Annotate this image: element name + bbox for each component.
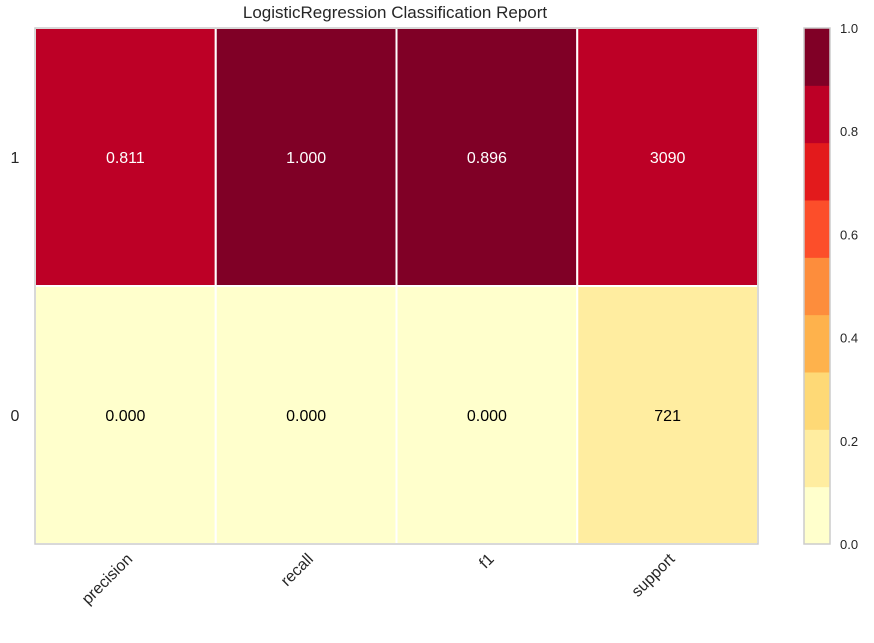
colorbar-segment-1 <box>804 429 830 488</box>
cell-value-1-f1: 0.896 <box>467 150 507 167</box>
colorbar-tick-label: 0.8 <box>840 124 858 139</box>
heatmap-cell-0-recall <box>214 285 398 545</box>
y-tick-label-1: 1 <box>11 150 20 167</box>
cell-value-1-precision: 0.811 <box>106 150 145 167</box>
colorbar-segment-4 <box>804 257 830 316</box>
colorbar-tick-label: 0.2 <box>840 434 858 449</box>
colorbar-segment-7 <box>804 85 830 144</box>
heatmap-cells: 0.811 1.000 0.896 3090 0.000 0.000 0.000 721 <box>34 27 759 545</box>
x-tick-label-recall: recall <box>278 551 317 590</box>
plot-frame <box>34 27 759 545</box>
colorbar-tick-label: 0.6 <box>840 227 858 242</box>
cell-value-0-recall: 0.000 <box>286 408 326 425</box>
colorbar-segment-6 <box>804 142 830 201</box>
cell-value-0-support: 721 <box>654 408 681 425</box>
cell-value-1-recall: 1.000 <box>286 150 326 167</box>
cell-value-1-support: 3090 <box>650 150 686 167</box>
colorbar-segment-3 <box>804 314 830 373</box>
colorbar-segment-8 <box>804 28 830 86</box>
colorbar-segment-2 <box>804 372 830 430</box>
cell-value-0-f1: 0.000 <box>467 408 507 425</box>
x-tick-label-support: support <box>629 550 679 600</box>
x-tick-labels: precision recall f1 support <box>79 550 679 608</box>
colorbar-tick-label: 0.4 <box>840 331 858 346</box>
colorbar-frame <box>803 27 831 545</box>
colorbar-tick-label: 0.0 <box>840 537 858 552</box>
colorbar-segment-5 <box>804 200 830 258</box>
heatmap-cell-0-precision <box>34 285 217 545</box>
colorbar-segment-0 <box>804 486 830 545</box>
heatmap-cell-1-precision <box>34 27 217 287</box>
y-tick-label-0: 0 <box>11 408 20 425</box>
x-tick-label-f1: f1 <box>476 551 498 573</box>
x-tick-label-precision: precision <box>79 551 136 608</box>
heatmap-cell-0-support <box>576 285 759 545</box>
chart-title: LogisticRegression Classification Report <box>243 3 548 22</box>
heatmap-cell-1-support <box>576 27 759 287</box>
y-tick-labels: 10 <box>11 150 20 425</box>
colorbar: 0.0 0.2 0.4 0.6 0.8 1.0 <box>803 21 858 552</box>
cell-value-0-precision: 0.000 <box>105 408 145 425</box>
heatmap-cell-1-recall <box>214 27 398 287</box>
colorbar-tick-label: 1.0 <box>840 21 858 36</box>
